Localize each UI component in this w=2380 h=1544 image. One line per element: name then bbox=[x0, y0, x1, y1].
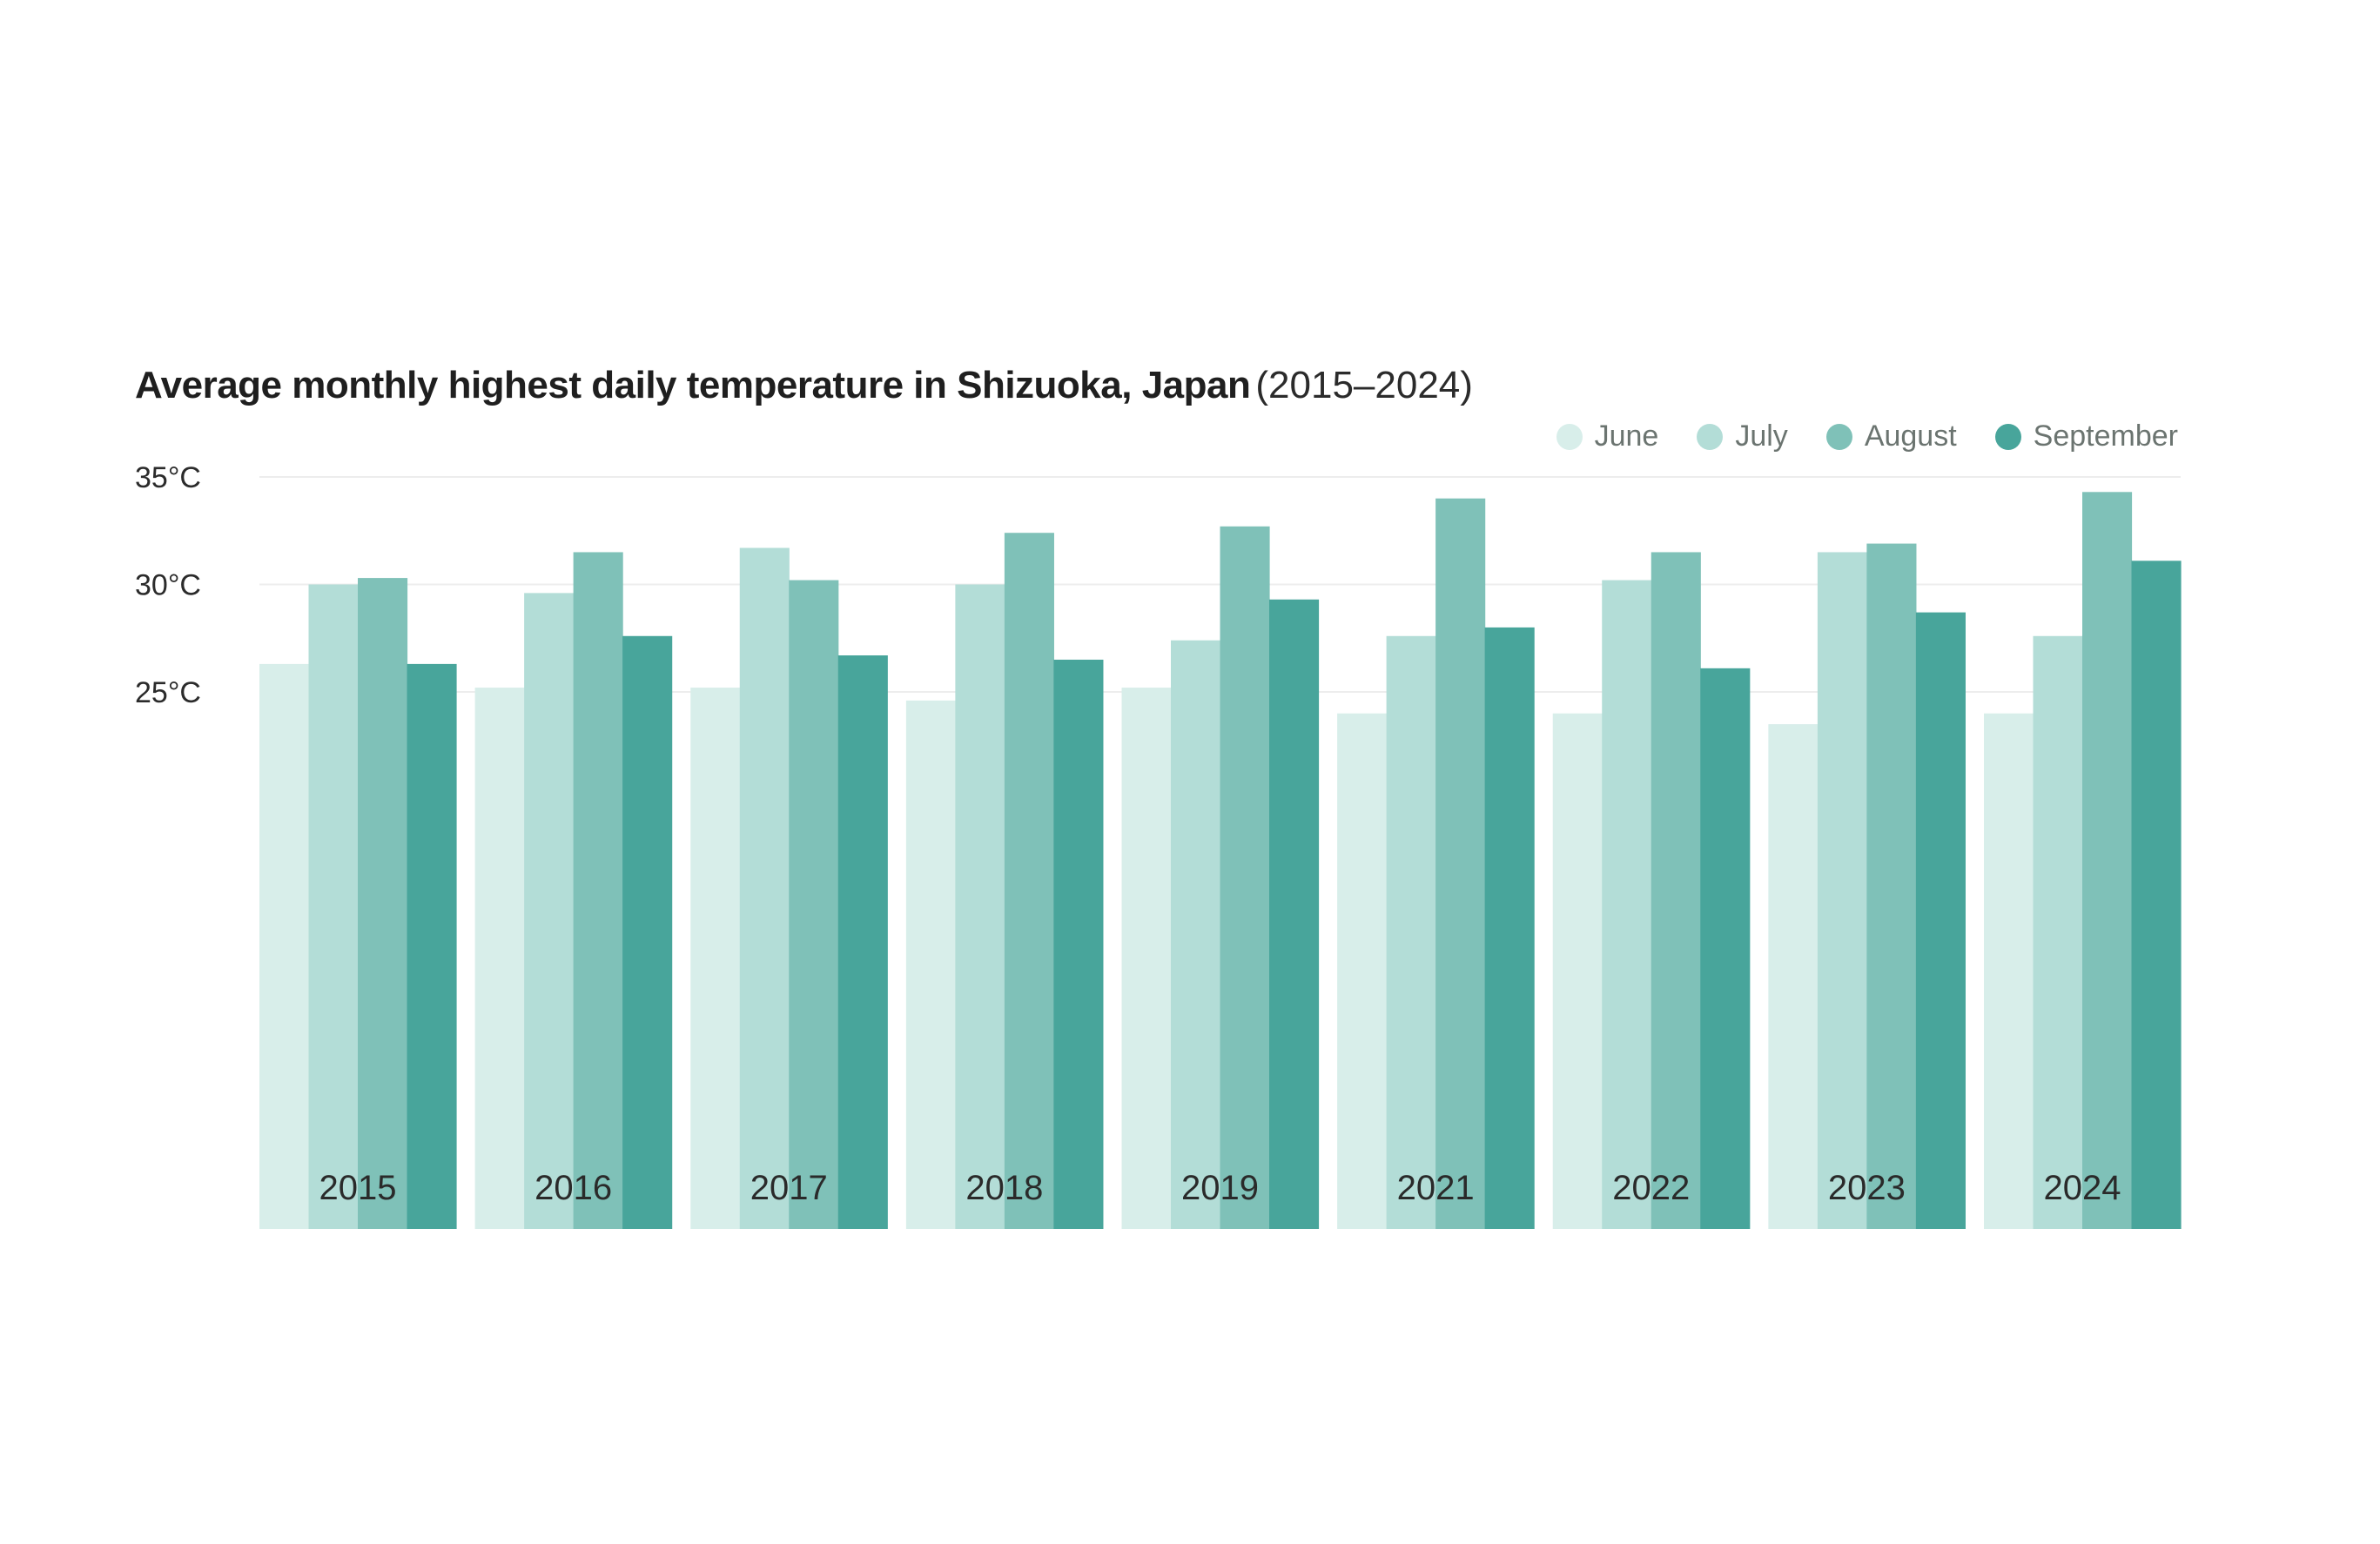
bar-2017-august bbox=[789, 580, 839, 1229]
bar-2024-september bbox=[2131, 561, 2182, 1229]
bar-2016-july bbox=[524, 593, 575, 1229]
bar-2018-september bbox=[1053, 659, 1104, 1229]
legend-item-july: July bbox=[1697, 420, 1788, 453]
bar-2017-september bbox=[837, 655, 888, 1229]
bar-2024-august bbox=[2082, 492, 2133, 1229]
category-label-2022: 2022 bbox=[1612, 1169, 1690, 1207]
chart-subtitle: (2015–2024) bbox=[1255, 364, 1473, 406]
chart-title-main: Average monthly highest daily temperatur… bbox=[135, 364, 1251, 406]
bar-2018-july bbox=[955, 584, 1005, 1229]
bar-2023-august bbox=[1866, 543, 1917, 1229]
bar-2023-september bbox=[1915, 612, 1966, 1229]
bar-2022-june bbox=[1552, 713, 1603, 1229]
legend-swatch-july bbox=[1697, 423, 1724, 450]
legend-item-september: September bbox=[1994, 420, 2178, 453]
bar-2015-august bbox=[358, 578, 408, 1229]
y-tick-label-30: 30°C bbox=[135, 569, 201, 602]
bar-2021-june bbox=[1337, 713, 1388, 1229]
y-tick-label-25: 25°C bbox=[135, 676, 201, 709]
bar-2015-june bbox=[259, 663, 310, 1229]
bar-2019-august bbox=[1220, 526, 1270, 1229]
bar-2023-june bbox=[1768, 724, 1819, 1229]
bar-2016-august bbox=[573, 552, 623, 1229]
bar-2021-july bbox=[1386, 635, 1436, 1229]
bar-2019-june bbox=[1121, 688, 1172, 1229]
bar-2021-september bbox=[1484, 627, 1535, 1229]
bar-2015-september bbox=[407, 663, 457, 1229]
category-label-2018: 2018 bbox=[965, 1169, 1043, 1207]
bar-2016-june bbox=[474, 688, 525, 1229]
legend-swatch-june bbox=[1556, 423, 1583, 450]
category-label-2024: 2024 bbox=[2044, 1169, 2121, 1207]
category-label-2015: 2015 bbox=[319, 1169, 397, 1207]
legend-item-august: August bbox=[1825, 420, 1957, 453]
legend-label-july: July bbox=[1735, 420, 1788, 453]
category-label-2017: 2017 bbox=[750, 1169, 828, 1207]
bar-2017-july bbox=[739, 547, 790, 1229]
bar-2023-july bbox=[1817, 552, 1867, 1229]
bar-2022-september bbox=[1700, 668, 1751, 1229]
bar-2024-june bbox=[1984, 713, 2034, 1229]
bar-2018-august bbox=[1004, 533, 1054, 1229]
bar-2022-july bbox=[1602, 580, 1652, 1229]
category-label-2016: 2016 bbox=[534, 1169, 612, 1207]
legend-label-august: August bbox=[1864, 420, 1957, 453]
category-label-2023: 2023 bbox=[1828, 1169, 1906, 1207]
bar-2019-september bbox=[1269, 599, 1320, 1229]
bar-2024-july bbox=[2033, 635, 2083, 1229]
category-label-2021: 2021 bbox=[1397, 1169, 1475, 1207]
bar-2019-july bbox=[1171, 640, 1221, 1229]
bar-2021-august bbox=[1435, 498, 1486, 1229]
legend-label-september: September bbox=[2033, 420, 2178, 453]
chart-title: Average monthly highest daily temperatur… bbox=[135, 364, 1473, 407]
y-tick-label-35: 35°C bbox=[135, 461, 201, 494]
category-label-2019: 2019 bbox=[1181, 1169, 1259, 1207]
legend-swatch-august bbox=[1825, 423, 1852, 450]
bar-2017-june bbox=[690, 688, 741, 1229]
legend-swatch-september bbox=[1994, 423, 2021, 450]
bar-2022-august bbox=[1651, 552, 1701, 1229]
legend: June July August September bbox=[1556, 420, 2178, 453]
legend-item-june: June bbox=[1556, 420, 1659, 453]
bar-2018-june bbox=[905, 700, 956, 1229]
legend-label-june: June bbox=[1594, 420, 1659, 453]
bar-2015-july bbox=[308, 584, 359, 1229]
bar-2016-september bbox=[622, 635, 673, 1229]
